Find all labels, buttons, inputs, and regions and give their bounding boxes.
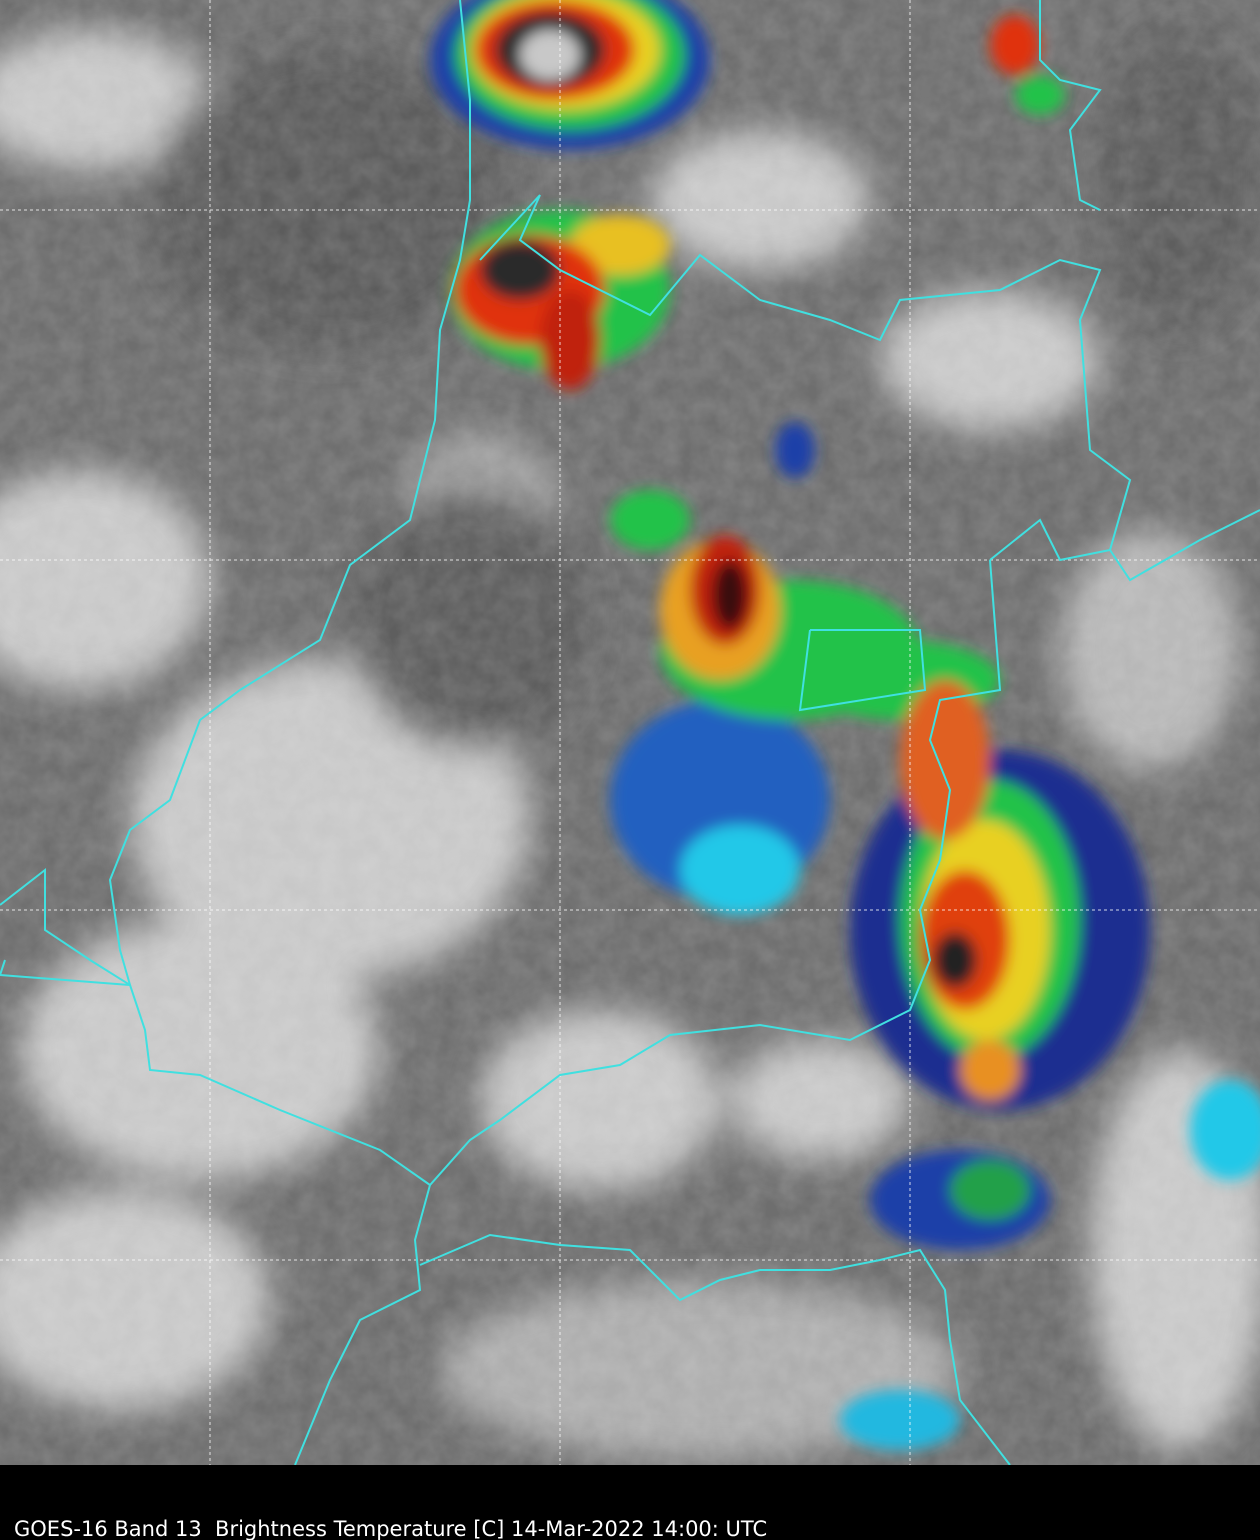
- graticule: [0, 0, 1260, 1465]
- image: [0, 0, 1260, 1465]
- borders: [0, 0, 1260, 1465]
- storms: [430, 0, 1260, 1450]
- caption-bar: [0, 1465, 1260, 1540]
- caption: GOES-16 Band 13 Brightness Temperature […: [14, 1517, 767, 1540]
